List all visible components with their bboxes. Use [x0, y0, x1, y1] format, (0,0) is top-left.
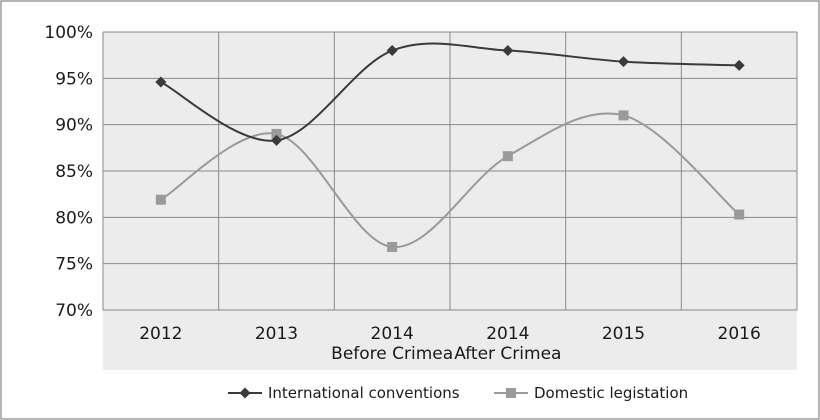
x-tick-label: 2015	[602, 324, 645, 344]
y-tick-label: 70%	[55, 301, 93, 321]
series-0-point	[733, 59, 745, 71]
x-tick-label-line: 2015	[602, 324, 645, 344]
series-1-point	[271, 128, 282, 139]
x-tick-label-line: After Crimea	[454, 344, 561, 364]
x-tick-label-line: 2014	[486, 324, 529, 344]
x-tick-label-line: 2014	[371, 324, 414, 344]
grid	[102, 31, 798, 311]
series-1-point	[387, 241, 398, 252]
y-tick-label: 75%	[55, 255, 93, 275]
legend-label-0: International conventions	[268, 384, 460, 402]
y-tick-label: 95%	[55, 69, 93, 89]
x-tick-label: 2012	[139, 324, 182, 344]
legend-label-1: Domestic legistation	[534, 384, 688, 402]
y-tick-label: 90%	[55, 116, 93, 136]
legend: International conventions Domestic legist…	[228, 384, 688, 402]
x-tick-label: 2014 After Crimea	[454, 324, 561, 364]
y-tick-label: 85%	[55, 162, 93, 182]
legend-marker-0	[239, 387, 251, 399]
x-tick-label: 2014 Before Crimea	[331, 324, 453, 364]
legend-marker-1	[506, 388, 516, 398]
x-tick-label: 2013	[255, 324, 298, 344]
series-0-point	[271, 134, 282, 146]
series-0-point	[502, 45, 514, 57]
x-tick-label-line: 2013	[255, 324, 298, 344]
x-tick-label-line: 2012	[139, 324, 182, 344]
series-line-1	[160, 112, 740, 248]
series-1-point	[734, 209, 745, 220]
series-1-point	[155, 194, 166, 205]
y-axis-ticks: 70% 75% 80% 85% 90% 95% 100%	[44, 23, 93, 321]
series-1-point	[502, 151, 513, 162]
y-tick-label: 100%	[44, 23, 93, 43]
series-0-point	[618, 56, 629, 68]
series-0-point	[386, 45, 398, 57]
series-line-0	[160, 42, 740, 142]
x-tick-label-line: Before Crimea	[331, 344, 453, 364]
series-0-point	[155, 76, 167, 88]
y-tick-label: 80%	[55, 208, 93, 228]
series-1-point	[618, 110, 629, 121]
x-tick-label: 2016	[718, 324, 761, 344]
series-layer	[155, 42, 745, 252]
x-tick-label-line: 2016	[718, 324, 761, 344]
